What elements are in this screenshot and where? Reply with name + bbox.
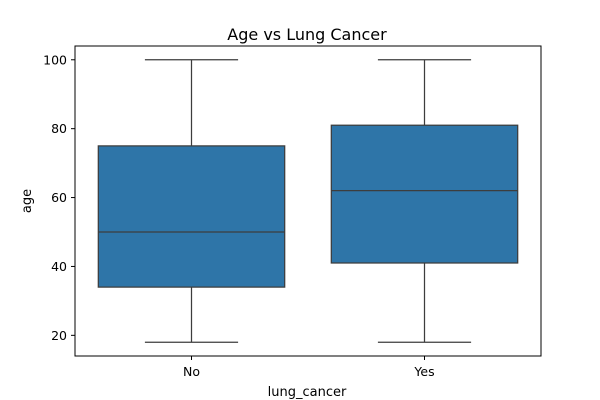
axes-frame <box>74 45 542 357</box>
y-tick-label: 100 <box>43 52 67 67</box>
y-tick-label: 20 <box>51 328 67 343</box>
y-tick-label: 80 <box>51 121 67 136</box>
plot-area: 20 40 60 80 100 No Yes <box>43 45 542 379</box>
box-no <box>97 145 286 288</box>
y-tick-label: 40 <box>51 259 67 274</box>
y-axis-label: age <box>20 189 35 213</box>
x-tick-label: No <box>183 364 200 379</box>
box-yes <box>330 124 519 264</box>
y-tick-label: 60 <box>51 190 67 205</box>
x-axis-label: lung_cancer <box>268 385 347 400</box>
chart-title: Age vs Lung Cancer <box>227 25 387 44</box>
x-tick-label: Yes <box>413 364 434 379</box>
